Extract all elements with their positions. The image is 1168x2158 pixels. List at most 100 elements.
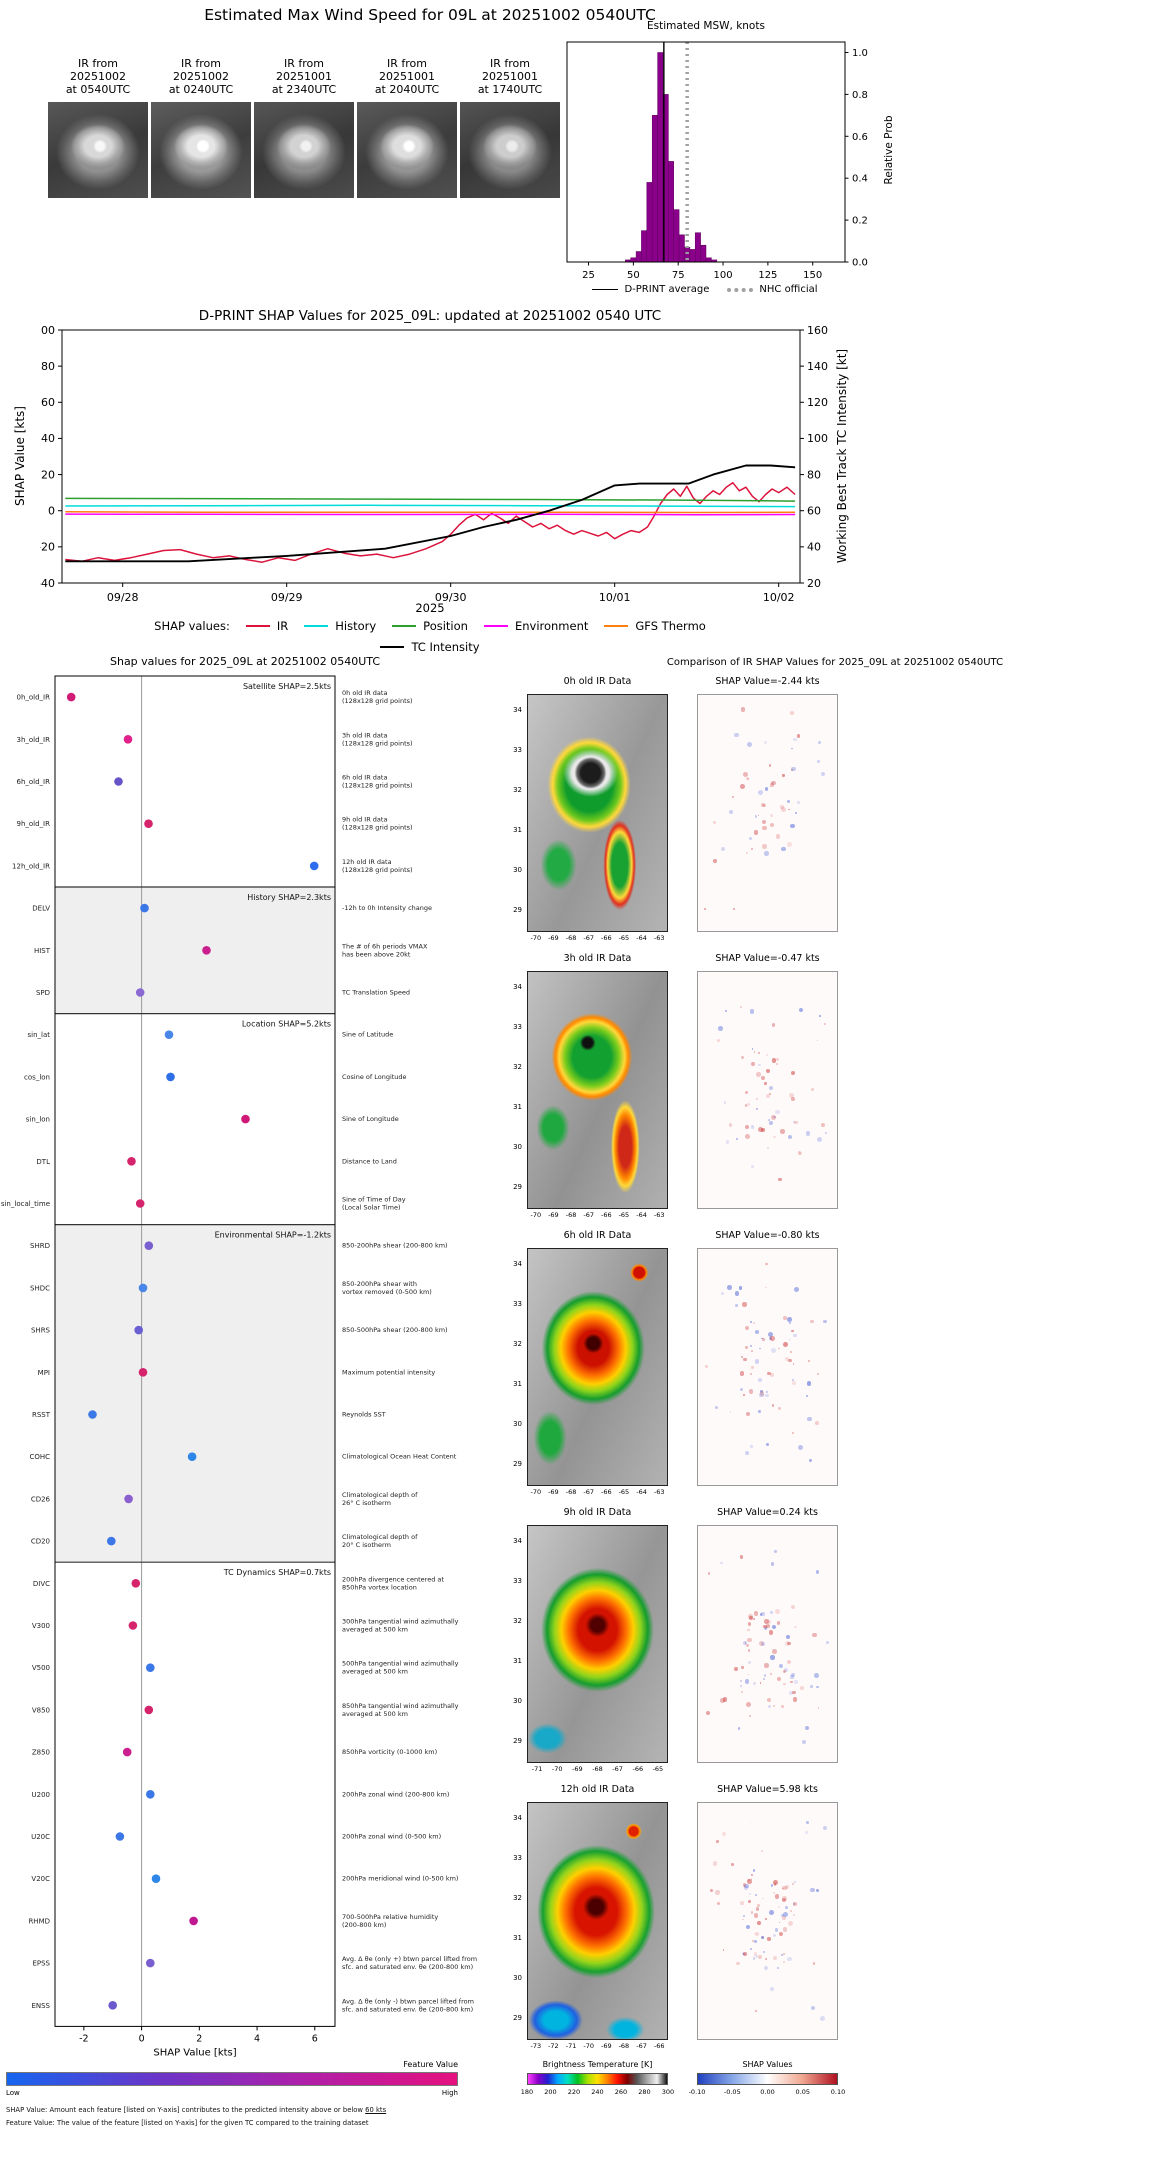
shap-speckle xyxy=(795,811,798,814)
feature-label: cos_lon xyxy=(24,1073,50,1081)
x-tick-label: 09/29 xyxy=(271,591,303,604)
shap-speckle xyxy=(775,1062,779,1066)
shap-speckle xyxy=(783,1960,786,1963)
feature-desc: 200hPa divergence centered at xyxy=(342,1575,444,1583)
shap-speckle xyxy=(814,1673,820,1679)
shap-speckle xyxy=(740,784,746,790)
shap-speckle xyxy=(741,1665,745,1669)
shap-speckle xyxy=(761,1337,764,1340)
shap-speckle xyxy=(749,1893,752,1896)
feature-label: CD26 xyxy=(31,1495,51,1503)
shap-speckle xyxy=(816,759,821,764)
y-tick-label: 20 xyxy=(807,577,821,590)
shap-speckle xyxy=(776,1677,782,1682)
series-position xyxy=(65,497,796,502)
shap-speckle xyxy=(796,800,800,804)
shap-speckle xyxy=(746,1702,752,1708)
lon-tick-label: -67 xyxy=(583,1488,594,1496)
shap-speckle xyxy=(742,1883,746,1887)
dotplot-title: Shap values for 2025_09L at 20251002 054… xyxy=(109,655,381,668)
shap-speckle xyxy=(766,1053,769,1056)
shap-dot xyxy=(115,1832,125,1841)
shap-speckle xyxy=(782,1669,787,1674)
feature-desc: Sine of Time of Day xyxy=(342,1196,406,1204)
feature-label: SHRS xyxy=(31,1327,51,1335)
shap-value-map xyxy=(697,694,838,932)
position-line-swatch xyxy=(392,624,417,628)
shap-speckle xyxy=(780,1913,785,1917)
shap-speckle xyxy=(762,1678,765,1681)
ir-thumbnail: IR from 20251002 at 0240UTC xyxy=(151,57,251,198)
shap-speckle xyxy=(790,1071,796,1076)
y-tick-label: 0.6 xyxy=(852,132,868,143)
shap-speckle xyxy=(748,1878,750,1881)
shap-speckle xyxy=(752,1617,756,1621)
x-tick-label: 75 xyxy=(672,270,685,281)
feature-desc: (200-800 km) xyxy=(342,1921,386,1929)
timeseries-ylabel-left: SHAP Value [kts] xyxy=(13,406,27,506)
feature-label: 6h_old_IR xyxy=(17,778,51,786)
shap-speckle xyxy=(760,1612,766,1617)
shap-speckle xyxy=(721,1832,727,1837)
shap-speckle xyxy=(770,822,775,828)
feature-desc: has been above 20kt xyxy=(342,950,411,958)
feature-desc: Maximum potential intensity xyxy=(342,1368,435,1376)
shap-dot xyxy=(114,777,123,786)
histogram-bar xyxy=(635,251,642,263)
shap-values-colorbar-title: SHAP Values xyxy=(742,2060,793,2069)
ir-satellite-image xyxy=(254,102,354,198)
shap-speckle xyxy=(712,858,718,863)
feature-desc: Avg. Δ θe (only +) btwn parcel lifted fr… xyxy=(342,1955,477,1963)
shap-speckle xyxy=(741,1355,744,1358)
ir-satellite-image xyxy=(460,102,560,198)
feature-desc: 700-500hPa relative humidity xyxy=(342,1913,438,1921)
shap-speckle xyxy=(753,1682,757,1686)
ir-map-title: 6h old IR Data xyxy=(563,1230,632,1241)
colorbar-high-label: High xyxy=(441,2089,458,2097)
lat-tick-label: 32 xyxy=(513,1617,522,1625)
shap-speckle xyxy=(754,1358,760,1364)
group-header: TC Dynamics SHAP=0.7kts xyxy=(223,1568,331,1577)
shap-speckle xyxy=(742,1914,746,1917)
shap-speckle xyxy=(764,1918,767,1920)
y-tick-label: 1.0 xyxy=(852,48,868,59)
shap-dot xyxy=(138,1283,148,1293)
shap-dot xyxy=(151,1874,161,1883)
shap-speckle xyxy=(740,1680,743,1683)
ir-satellite-image xyxy=(357,102,457,198)
shap-speckle xyxy=(743,1357,747,1362)
shap-speckle xyxy=(746,1644,749,1647)
shap-speckle xyxy=(753,1932,756,1935)
shap-dot xyxy=(134,1325,143,1335)
shap-speckle xyxy=(743,1641,748,1646)
shap-speckle xyxy=(723,1101,727,1104)
histogram-bar xyxy=(646,182,653,263)
x-tick-label: 125 xyxy=(758,270,777,281)
shap-speckle xyxy=(734,1303,739,1308)
shap-speckle xyxy=(789,1909,792,1913)
shap-speckle xyxy=(753,1952,758,1957)
feature-desc: Avg. Δ θe (only -) btwn parcel lifted fr… xyxy=(342,1997,474,2005)
shap-speckle xyxy=(754,1894,757,1897)
longitude-axis: -70 -69 -68 -67 -66 -65 -64 -63 xyxy=(527,934,668,946)
shap-speckle xyxy=(759,1641,764,1646)
shap-speckle xyxy=(732,908,736,911)
shap-speckle xyxy=(784,1668,789,1673)
lon-tick-label: -69 xyxy=(548,1211,559,1219)
legend-item-position: Position xyxy=(392,619,468,633)
shap-speckle xyxy=(812,1962,816,1965)
shap-speckle xyxy=(782,1316,787,1321)
shap-speckle xyxy=(784,1905,788,1909)
feature-label: sin_lon xyxy=(26,1116,50,1124)
feature-desc: 200hPa zonal wind (200-800 km) xyxy=(342,1790,449,1798)
ir-thumbnail: IR from 20251001 at 2040UTC xyxy=(357,57,457,198)
shap-dot xyxy=(140,903,149,913)
shap-dot xyxy=(88,1410,97,1419)
histogram-legend: D-PRINT average NHC official xyxy=(545,284,865,295)
shap-speckle xyxy=(744,1124,749,1130)
shap-speckle xyxy=(748,1714,751,1717)
lat-tick-label: 30 xyxy=(513,1143,522,1151)
shap-speckle xyxy=(748,1389,754,1395)
shap-speckle xyxy=(732,796,735,799)
shap-speckle xyxy=(776,1058,779,1061)
